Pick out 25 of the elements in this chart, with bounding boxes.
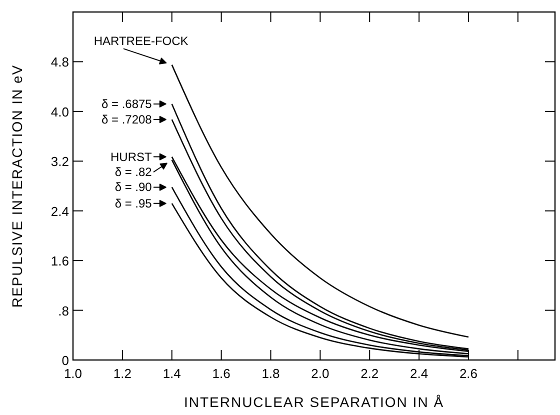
y-axis-title: REPULSIVE INTERACTION IN eV (9, 64, 25, 308)
y-tick-label: 1.6 (50, 254, 69, 269)
legend-label: HURST (110, 150, 153, 164)
x-tick-label: 2.6 (459, 366, 478, 381)
x-tick-label: 1.2 (113, 366, 132, 381)
x-tick-label: 1.6 (212, 366, 230, 381)
series-label: HARTREE-FOCK (94, 34, 188, 48)
legend-label: δ = .82 (114, 164, 152, 179)
x-tick-label: 2.2 (360, 366, 379, 381)
x-tick-label: 1.0 (64, 366, 82, 381)
x-tick-label: 2.4 (410, 366, 428, 381)
y-tick-label: 4.0 (50, 104, 69, 120)
x-tick-label: 1.8 (262, 366, 280, 381)
x-tick-label: 2.0 (311, 366, 330, 381)
y-tick-label: 4.8 (50, 54, 69, 70)
x-axis-title: INTERNUCLEAR SEPARATION IN Å (184, 394, 444, 410)
y-tick-label: 2.4 (50, 204, 69, 219)
legend-label: δ = .7208 (101, 112, 152, 127)
x-tick-label: 1.4 (162, 366, 181, 381)
y-tick-label: 0 (62, 353, 69, 368)
y-tick-label: .8 (58, 303, 69, 318)
legend-label: δ = .95 (114, 196, 152, 210)
legend-label: δ = .6875 (101, 96, 152, 111)
y-tick-label: 3.2 (50, 154, 69, 170)
legend-label: δ = .90 (114, 180, 152, 194)
